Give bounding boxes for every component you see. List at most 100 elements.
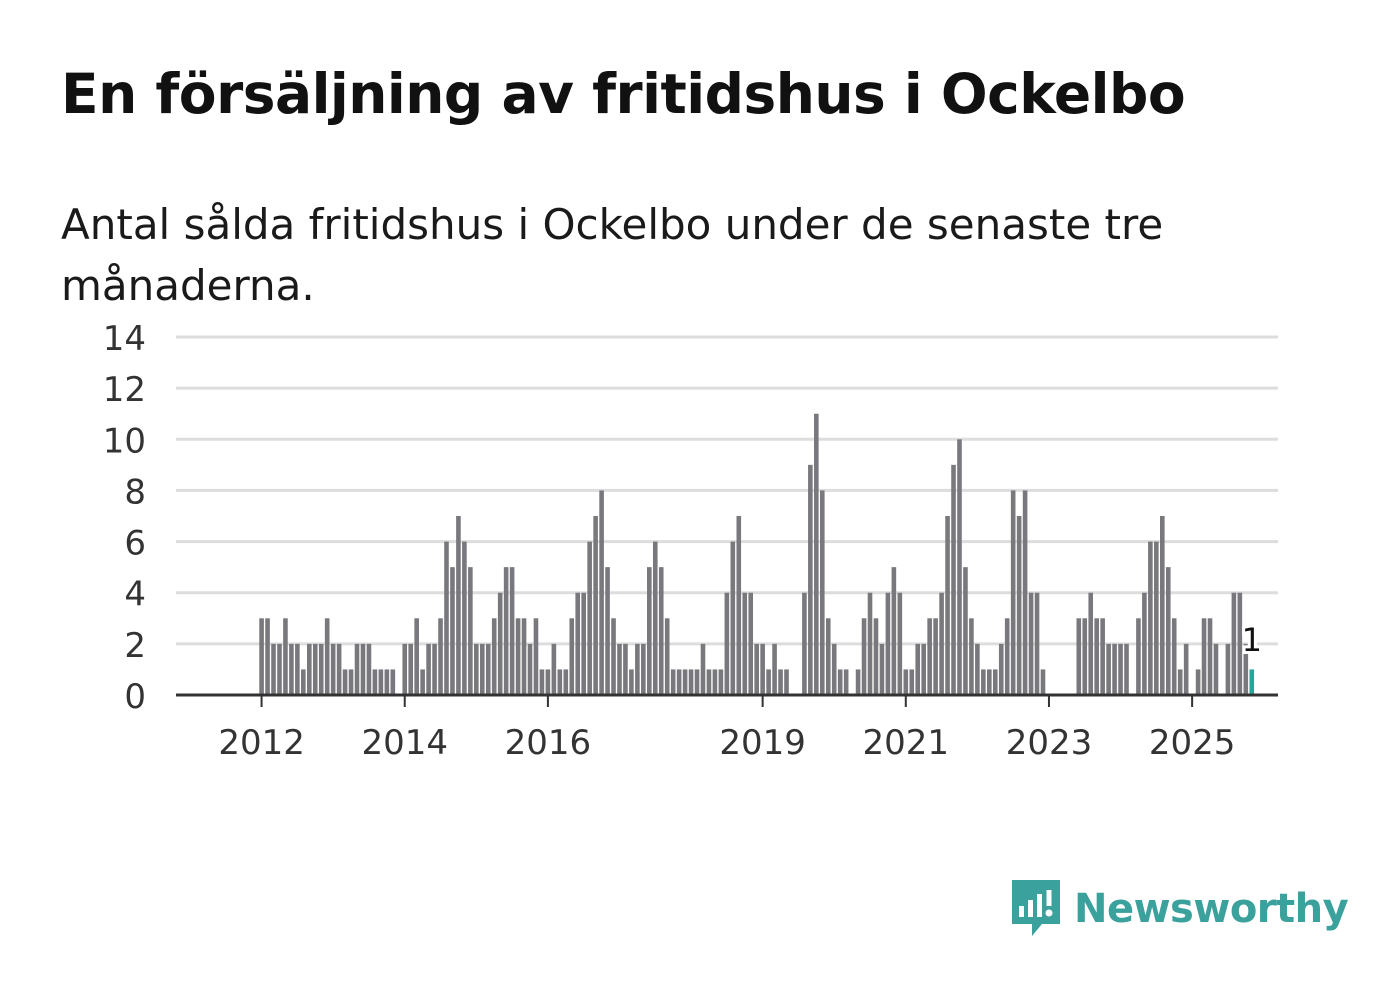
bar (587, 541, 592, 695)
bar (945, 516, 950, 695)
y-tick-label: 8 (124, 472, 146, 512)
highlight-value-label: 1 (1242, 621, 1262, 659)
bar (682, 669, 688, 695)
bar (957, 439, 962, 695)
bar (1106, 643, 1111, 695)
bar (599, 490, 604, 695)
bar (283, 618, 288, 695)
bar (432, 643, 437, 695)
bar (843, 669, 849, 695)
x-axis-ticks: 2012 2014 2016 2019 2021 2023 2025 (218, 695, 1235, 763)
bar (491, 618, 497, 695)
bar (1022, 490, 1028, 695)
bar (1154, 541, 1159, 695)
bar (694, 669, 700, 695)
bar (468, 567, 473, 695)
bar (1165, 567, 1171, 695)
bar (1010, 490, 1016, 695)
bar (688, 669, 694, 695)
bar (885, 592, 891, 695)
bar (474, 643, 479, 695)
bar (342, 669, 348, 695)
bar (462, 541, 467, 695)
bar (1076, 618, 1082, 695)
bar (378, 669, 384, 695)
x-tick-label: 2021 (863, 723, 950, 763)
bar (802, 592, 807, 695)
y-tick-label: 2 (124, 626, 146, 666)
bar (975, 643, 980, 695)
bar (748, 592, 754, 695)
bar (312, 643, 318, 695)
bar (855, 669, 861, 695)
bar (641, 643, 646, 695)
bar (617, 643, 622, 695)
bar (670, 669, 676, 695)
bar (1028, 592, 1034, 695)
bar (426, 643, 431, 695)
bar (825, 618, 831, 695)
bar (402, 643, 408, 695)
bar (1004, 618, 1010, 695)
bar (575, 592, 581, 695)
bar (652, 541, 658, 695)
bar (1136, 618, 1141, 695)
bar (712, 669, 718, 695)
bar (706, 669, 712, 695)
bar (730, 541, 736, 695)
bar (963, 567, 968, 695)
bar (509, 567, 515, 695)
bar (1243, 643, 1249, 695)
bar (1207, 618, 1213, 695)
bar (539, 669, 545, 695)
bar (760, 643, 765, 695)
bar (1225, 643, 1231, 695)
bar (1040, 669, 1046, 695)
bar (1195, 669, 1201, 695)
bar (563, 669, 569, 695)
y-axis-ticks: 0 2 4 6 8 10 12 14 (103, 319, 146, 717)
bar (354, 643, 360, 695)
bar (664, 618, 670, 695)
bar (1249, 669, 1255, 695)
y-tick-label: 10 (103, 421, 146, 461)
newsworthy-logo-icon (1012, 880, 1060, 936)
bar (479, 643, 485, 695)
bar (909, 669, 915, 695)
bar (384, 669, 390, 695)
bar (1088, 592, 1094, 695)
bar (772, 643, 777, 695)
bar (814, 413, 819, 695)
bar (1148, 541, 1153, 695)
bar (700, 643, 706, 695)
bar (1177, 669, 1183, 695)
x-tick-label: 2016 (505, 723, 592, 763)
bar (557, 669, 563, 695)
brand-logo: Newsworthy (1010, 878, 1349, 940)
bar (1171, 618, 1177, 695)
bar (867, 592, 873, 695)
bar (1231, 592, 1237, 695)
bar (372, 669, 378, 695)
bar (277, 643, 282, 695)
bar (265, 618, 270, 695)
bar (998, 643, 1004, 695)
bar (408, 643, 413, 695)
bar (611, 618, 616, 695)
bar (933, 618, 938, 695)
x-tick-label: 2019 (719, 723, 806, 763)
bar (527, 643, 533, 695)
brand-name: Newsworthy (1074, 886, 1349, 932)
bars (259, 413, 1255, 695)
bar (533, 618, 539, 695)
bar (497, 592, 503, 695)
bar (1237, 592, 1243, 695)
bar (676, 669, 682, 695)
bar (819, 490, 825, 695)
bar (891, 567, 897, 695)
bar (724, 592, 730, 695)
bar (647, 567, 652, 695)
bar (718, 669, 724, 695)
bar (987, 669, 992, 695)
bar (450, 567, 455, 695)
